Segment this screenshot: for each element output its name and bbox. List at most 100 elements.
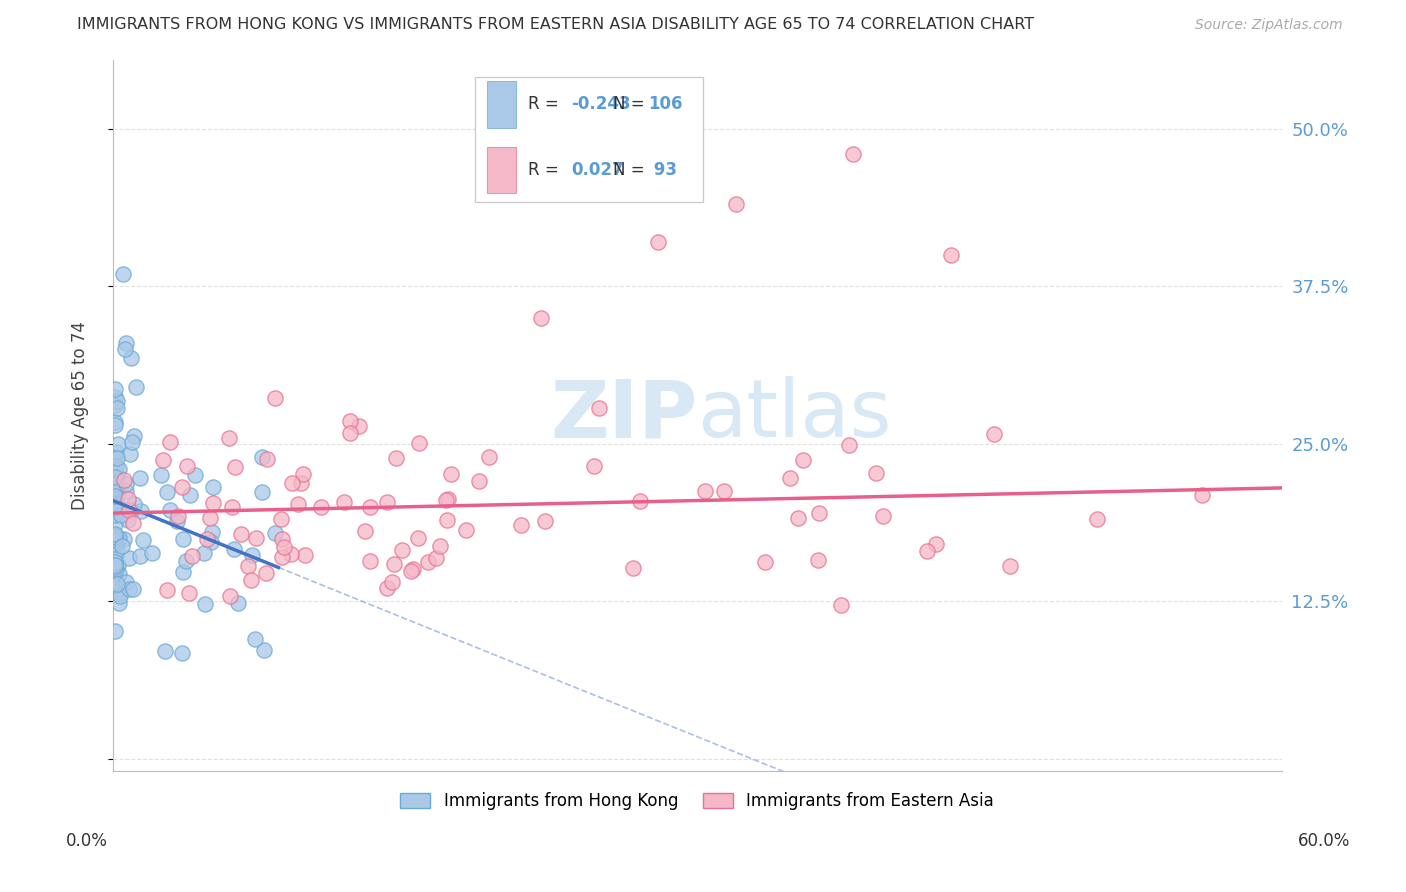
- Point: [200, 511, 222, 525]
- Point: [454, 524, 477, 538]
- Text: -0.243: -0.243: [571, 95, 631, 113]
- Point: [104, 558, 127, 573]
- Point: [294, 549, 316, 563]
- Point: [141, 546, 163, 560]
- Point: [224, 541, 246, 556]
- Point: [176, 554, 198, 568]
- Point: [104, 562, 127, 576]
- Point: [436, 491, 458, 506]
- Point: [104, 624, 127, 638]
- Point: [254, 566, 277, 581]
- Point: [1085, 512, 1108, 526]
- Point: [408, 531, 430, 545]
- Point: [118, 503, 141, 517]
- Point: [104, 533, 127, 547]
- Point: [309, 500, 332, 515]
- Point: [219, 590, 242, 604]
- FancyBboxPatch shape: [486, 81, 516, 128]
- Point: [107, 533, 129, 547]
- Point: [402, 562, 425, 576]
- Point: [159, 434, 181, 449]
- Point: [530, 310, 553, 325]
- Point: [434, 493, 457, 508]
- Point: [104, 550, 127, 565]
- Point: [290, 475, 312, 490]
- Text: 0.027: 0.027: [571, 161, 624, 179]
- Point: [104, 450, 127, 465]
- Point: [120, 351, 142, 365]
- Point: [1191, 488, 1213, 502]
- Legend: Immigrants from Hong Kong, Immigrants from Eastern Asia: Immigrants from Hong Kong, Immigrants fr…: [394, 785, 1001, 816]
- Point: [533, 514, 555, 528]
- Point: [121, 434, 143, 449]
- Point: [195, 532, 218, 546]
- Point: [172, 646, 194, 660]
- Point: [792, 453, 814, 467]
- Point: [240, 549, 263, 563]
- Point: [104, 531, 127, 545]
- Point: [270, 549, 292, 564]
- Point: [628, 494, 651, 508]
- Text: 60.0%: 60.0%: [1298, 831, 1351, 849]
- Point: [291, 467, 314, 482]
- Point: [243, 632, 266, 646]
- Point: [108, 531, 131, 545]
- Point: [104, 415, 127, 429]
- Point: [104, 559, 127, 574]
- Point: [108, 566, 131, 581]
- Point: [381, 574, 404, 589]
- Point: [180, 549, 202, 564]
- Point: [842, 147, 865, 161]
- Point: [104, 502, 127, 516]
- Point: [104, 482, 127, 496]
- Point: [224, 460, 246, 475]
- Point: [117, 513, 139, 527]
- Point: [104, 507, 127, 521]
- Point: [104, 477, 127, 491]
- Point: [105, 544, 128, 558]
- Point: [478, 450, 501, 465]
- Point: [201, 496, 224, 510]
- Text: N =: N =: [613, 95, 650, 113]
- Point: [382, 558, 405, 572]
- FancyBboxPatch shape: [475, 78, 703, 202]
- Point: [107, 462, 129, 476]
- Point: [110, 586, 132, 600]
- Point: [375, 582, 398, 596]
- Point: [104, 382, 127, 396]
- Point: [647, 235, 669, 250]
- FancyBboxPatch shape: [486, 147, 516, 193]
- Point: [155, 583, 177, 598]
- Point: [105, 497, 128, 511]
- Point: [117, 491, 139, 506]
- Point: [104, 500, 127, 514]
- Point: [377, 495, 399, 509]
- Point: [129, 504, 152, 518]
- Text: ZIP: ZIP: [550, 376, 697, 455]
- Point: [429, 539, 451, 553]
- Point: [128, 471, 150, 485]
- Point: [347, 419, 370, 434]
- Point: [105, 444, 128, 458]
- Point: [104, 537, 127, 551]
- Point: [105, 476, 128, 491]
- Point: [105, 458, 128, 473]
- Point: [172, 566, 194, 580]
- Point: [194, 597, 217, 611]
- Point: [166, 508, 188, 523]
- Point: [399, 565, 422, 579]
- Point: [104, 579, 127, 593]
- Point: [239, 573, 262, 587]
- Point: [339, 426, 361, 441]
- Point: [104, 399, 127, 413]
- Point: [159, 502, 181, 516]
- Point: [114, 336, 136, 351]
- Point: [806, 552, 828, 566]
- Point: [983, 426, 1005, 441]
- Text: N =: N =: [613, 161, 650, 179]
- Point: [281, 476, 304, 491]
- Point: [125, 380, 148, 394]
- Text: 0.0%: 0.0%: [66, 831, 108, 849]
- Point: [172, 532, 194, 546]
- Point: [104, 555, 127, 569]
